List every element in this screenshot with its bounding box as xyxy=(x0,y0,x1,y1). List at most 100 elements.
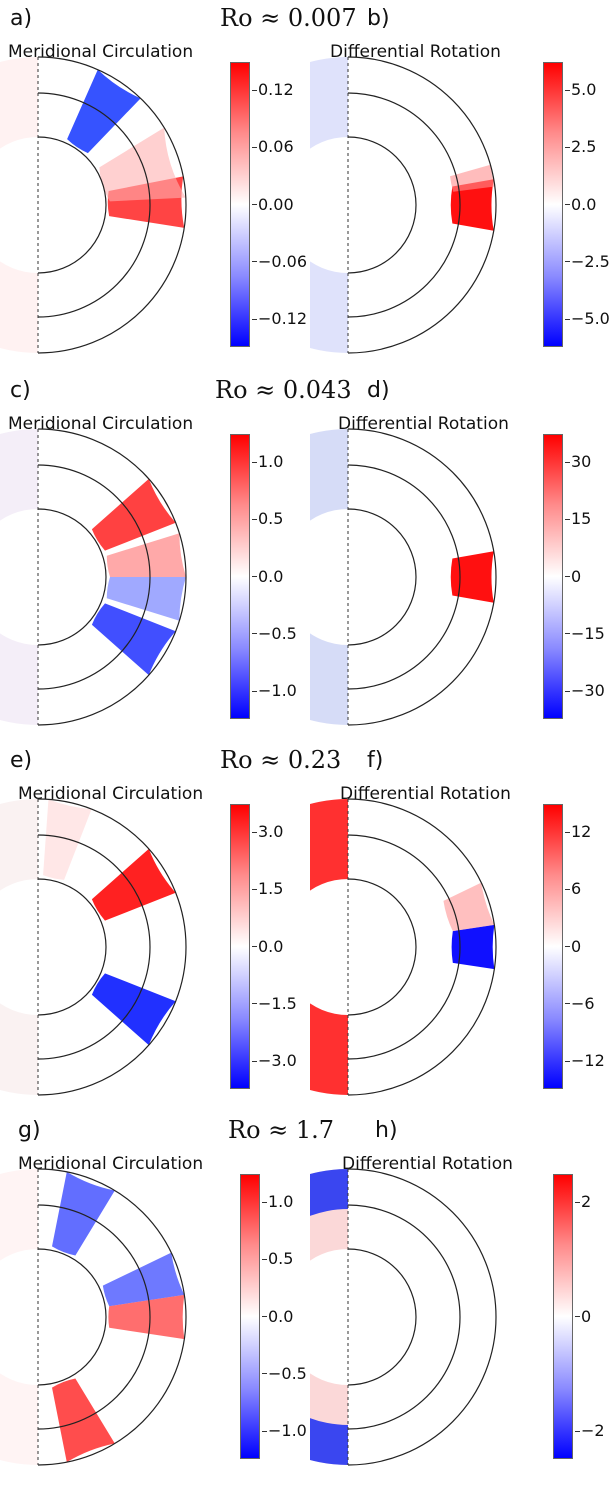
meridional-circulation-plot xyxy=(0,1168,187,1466)
shell-boundary xyxy=(347,1248,417,1386)
colorbar-tick-label: 0.0 xyxy=(261,1306,294,1326)
differential-rotation-plot xyxy=(310,428,497,726)
colorbar-tick-label: 5.0 xyxy=(564,80,597,99)
shell-boundary xyxy=(347,428,497,726)
shell-background xyxy=(310,1169,348,1465)
shell-boundary xyxy=(347,1204,461,1430)
shell-boundary xyxy=(347,834,461,1060)
right-panel-title: Differential Rotation xyxy=(330,42,501,62)
right-colorbar xyxy=(543,804,563,1089)
colorbar-tick-label: 2 xyxy=(574,1192,592,1211)
shell-background xyxy=(0,1169,38,1465)
rossby-number: Ro ≈ 0.043 xyxy=(215,376,352,404)
field-structure xyxy=(67,69,141,154)
shell-boundary xyxy=(37,834,151,1060)
right-colorbar xyxy=(543,434,563,719)
shell-boundary xyxy=(347,136,417,274)
shell-boundary xyxy=(347,878,417,1016)
differential-rotation-plot xyxy=(310,56,497,354)
left-panel-title: Meridional Circulation xyxy=(8,42,194,62)
field-structure xyxy=(450,164,495,192)
right-panel-title: Differential Rotation xyxy=(340,784,511,804)
figure-row: a) Ro ≈ 0.007 b) Meridional Circulation … xyxy=(0,0,616,370)
meridional-circulation-plot xyxy=(0,56,187,354)
shell-boundary xyxy=(347,92,461,318)
field-structure xyxy=(91,478,176,551)
colorbar-tick-label: −0.5 xyxy=(262,1363,307,1383)
right-panel-title: Differential Rotation xyxy=(342,1154,513,1174)
field-structure xyxy=(106,533,186,577)
left-colorbar xyxy=(230,434,250,719)
panel-label-right: d) xyxy=(367,378,390,403)
panel-label-left: e) xyxy=(10,748,33,773)
left-panel-title: Meridional Circulation xyxy=(8,414,194,434)
colorbar-tick-label: −0.5 xyxy=(252,623,297,643)
shell-boundary xyxy=(37,508,107,646)
figure-row: g) Ro ≈ 1.7 h) Meridional Circulation Di… xyxy=(0,1112,616,1482)
field-structure xyxy=(43,799,92,880)
colorbar-tick-label: 0.12 xyxy=(252,80,294,99)
shell-background xyxy=(310,429,348,725)
shell-boundary xyxy=(37,428,187,726)
colorbar-tick-label: 0 xyxy=(564,566,582,586)
shell-boundary xyxy=(347,464,461,690)
left-colorbar xyxy=(230,62,250,347)
field-structure xyxy=(451,924,495,970)
colorbar-tick-label: −2 xyxy=(575,1421,605,1440)
shell-boundary xyxy=(37,1168,187,1466)
colorbar-tick-label: −12 xyxy=(565,1051,605,1070)
field-structure xyxy=(91,973,176,1046)
colorbar-tick-label: 0.5 xyxy=(251,509,284,529)
colorbar-tick-label: −5.0 xyxy=(565,309,610,328)
shell-outer-band xyxy=(310,1169,348,1465)
field-structure xyxy=(52,1378,115,1463)
shell-boundary xyxy=(37,1248,107,1386)
left-panel-title: Meridional Circulation xyxy=(18,784,204,804)
colorbar-tick-label: −15 xyxy=(565,623,605,643)
colorbar-tick-label: 1.0 xyxy=(261,1192,294,1211)
differential-rotation-plot xyxy=(310,1168,497,1466)
shell-background xyxy=(310,799,348,1095)
panel-label-right: f) xyxy=(367,748,384,773)
colorbar-tick-label: 30 xyxy=(564,452,592,471)
panel-label-left: g) xyxy=(18,1118,41,1143)
colorbar-tick-label: 1.5 xyxy=(251,879,284,899)
shell-boundary xyxy=(37,1204,151,1430)
colorbar-tick-label: 0.00 xyxy=(252,194,294,214)
colorbar-tick-label: 0 xyxy=(574,1306,592,1326)
field-structure xyxy=(450,179,494,231)
colorbar-tick-label: −1.0 xyxy=(252,681,297,700)
meridional-circulation-plot xyxy=(0,798,187,1096)
rossby-number: Ro ≈ 0.23 xyxy=(220,746,342,774)
colorbar-tick-label: 0.5 xyxy=(261,1249,294,1269)
colorbar-tick-label: 12 xyxy=(564,822,592,841)
panel-label-right: h) xyxy=(375,1118,398,1143)
differential-rotation-plot xyxy=(310,798,497,1096)
panel-label-left: a) xyxy=(10,6,33,31)
colorbar-tick-label: −0.12 xyxy=(251,309,308,328)
shell-boundary xyxy=(37,92,151,318)
shell-boundary xyxy=(37,464,151,690)
shell-boundary xyxy=(347,1168,497,1466)
field-structure xyxy=(91,603,176,676)
shell-boundary xyxy=(347,56,497,354)
shell-background xyxy=(310,57,348,353)
right-colorbar xyxy=(553,1174,573,1459)
shell-background xyxy=(0,429,38,725)
shell-boundary xyxy=(37,56,187,354)
field-structure xyxy=(108,1294,185,1340)
shell-boundary xyxy=(347,508,417,646)
left-colorbar xyxy=(230,804,250,1089)
shell-boundary xyxy=(37,136,107,274)
colorbar-tick-label: 0 xyxy=(564,936,582,956)
shell-background xyxy=(0,799,38,1095)
left-colorbar xyxy=(240,1174,260,1459)
shell-boundary xyxy=(347,798,497,1096)
colorbar-tick-label: −30 xyxy=(565,681,605,700)
colorbar-tick-label: 0.0 xyxy=(251,566,284,586)
right-panel-title: Differential Rotation xyxy=(338,414,509,434)
colorbar-tick-label: 0.06 xyxy=(252,137,294,157)
colorbar-tick-label: 3.0 xyxy=(251,822,284,841)
field-structure xyxy=(450,551,494,603)
colorbar-tick-label: −2.5 xyxy=(565,251,610,271)
